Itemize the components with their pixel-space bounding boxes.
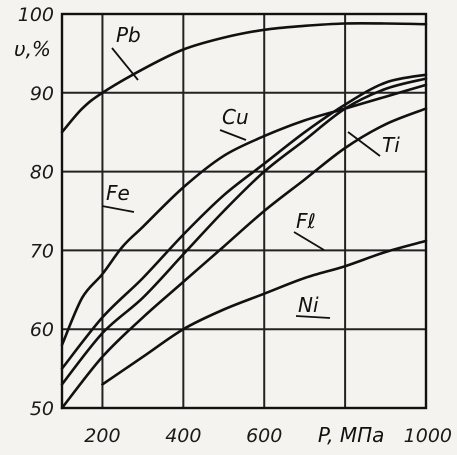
grid [62, 14, 426, 408]
label-cu-leader [219, 129, 247, 141]
series-pb-line [60, 21, 428, 134]
x-tick-label: 1000 [404, 425, 452, 447]
label-ni: Ni [298, 293, 319, 317]
plot-border [60, 12, 428, 410]
y-tick-label: 50 [30, 398, 54, 420]
label-pb-leader [111, 47, 139, 81]
label-fl-leader [293, 231, 325, 251]
series-ti-line [60, 77, 428, 386]
x-tick-label: 200 [84, 425, 120, 447]
y-tick-label: 100 [18, 4, 54, 26]
label-fe-leader [101, 205, 135, 213]
y-axis-label: υ,% [14, 37, 51, 61]
y-tick-label: 70 [30, 240, 54, 262]
label-ti-leader [347, 131, 381, 157]
y-tick-label: 80 [30, 162, 54, 184]
label-ti: Ti [382, 133, 400, 157]
label-fe: Fe [106, 181, 130, 205]
series-labels: Pb Cu Fe Ti Fℓ Ni [101, 23, 400, 319]
label-fl: Fℓ [296, 209, 316, 233]
series-fl-line [60, 107, 428, 410]
x-tick-label: 400 [165, 425, 201, 447]
series-cu-line [60, 73, 428, 370]
y-tick-label: 90 [30, 83, 54, 105]
x-axis-label: P, МПа [318, 423, 385, 447]
x-tick-label: 600 [246, 425, 282, 447]
label-ni-leader [295, 315, 331, 319]
label-pb: Pb [116, 23, 141, 47]
tick-labels: 50 60 70 80 90 100 200 400 600 1000 [18, 4, 452, 447]
label-cu: Cu [222, 105, 249, 129]
plot-frame [60, 12, 428, 410]
y-tick-label: 60 [30, 319, 54, 341]
series-lines [60, 21, 428, 410]
series-ni-line [101, 239, 428, 386]
